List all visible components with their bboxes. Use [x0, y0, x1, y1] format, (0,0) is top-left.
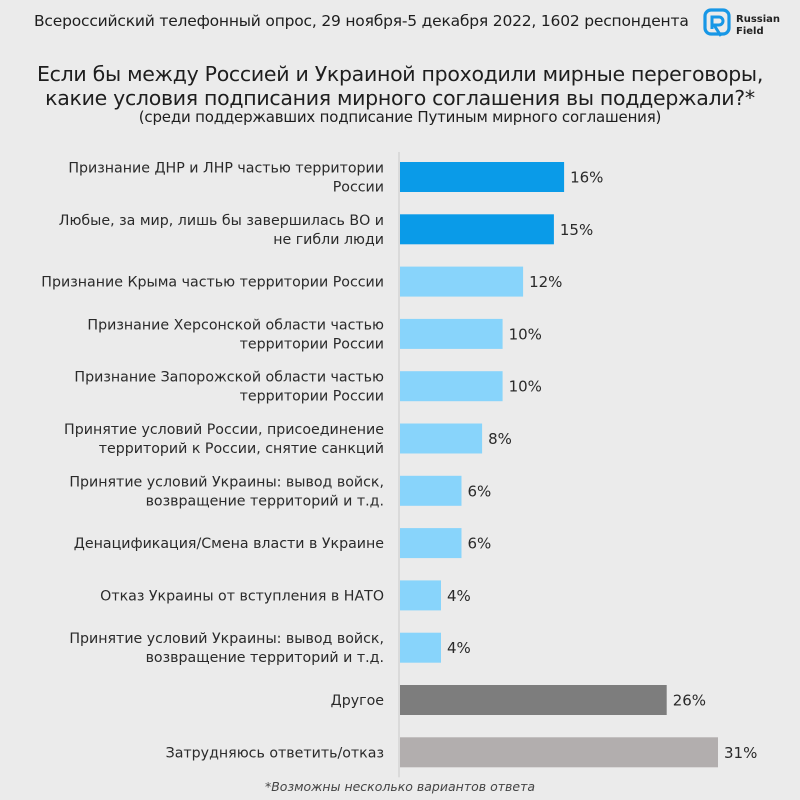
russian-field-logo: Russian Field [703, 8, 793, 44]
bar-value-label-6: 8% [488, 430, 512, 448]
bar-4 [400, 318, 503, 349]
bar-value-label-1: 16% [570, 169, 603, 187]
category-label-7: Принятие условий Украины: вывод войск, во… [69, 474, 384, 509]
category-label-line: Любые, за мир, лишь бы завершилась ВО и [59, 213, 384, 229]
bar-value-label-12: 31% [724, 744, 757, 762]
bar-value-label-3: 12% [529, 273, 562, 291]
category-label-8: Денацификация/Смена власти в Украине [74, 536, 384, 552]
category-label-5: Признание Запорожской области частью терр… [74, 370, 384, 405]
category-label-line: Признание Крыма частью территории России [41, 275, 384, 291]
category-label-line: территорий к России, снятие санкций [99, 441, 384, 457]
bar-value-label-10: 4% [447, 639, 471, 657]
bar-2 [400, 214, 554, 245]
category-label-line: возвращение территорий и т.д. [146, 493, 384, 509]
bar-1 [400, 162, 565, 192]
category-label-3: Признание Крыма частью территории России [41, 275, 384, 291]
chart-title: Если бы между Россией и Украиной проходи… [0, 62, 800, 110]
category-label-line: Признание Запорожской области частью [74, 370, 384, 386]
bar-10 [400, 632, 441, 663]
category-label-line: Признание ДНР и ЛНР частью территории [68, 161, 384, 177]
category-label-line: не гибли люди [273, 232, 384, 248]
bar-value-label-8: 6% [468, 535, 492, 553]
category-label-6: Принятие условий России, присоединение те… [64, 422, 384, 457]
logo-text-line2: Field [736, 26, 764, 37]
bar-5 [400, 371, 503, 402]
category-label-line: возвращение территорий и т.д. [146, 650, 384, 666]
bar-9 [400, 580, 441, 611]
category-label-line: России [333, 180, 384, 196]
category-label-line: Затрудняюсь ответить/отказ [166, 745, 384, 761]
category-label-11: Другое [331, 693, 384, 709]
bar-value-label-2: 15% [560, 221, 593, 239]
bar-value-label-4: 10% [509, 325, 542, 343]
bar-3 [400, 266, 524, 297]
category-label-line: Принятие условий России, присоединение [64, 422, 384, 438]
bar-value-label-11: 26% [673, 692, 706, 710]
chart-subtitle: (среди поддержавших подписание Путиным м… [138, 108, 662, 126]
chart-title-line1: Если бы между Россией и Украиной проходи… [36, 62, 764, 86]
footnote: *Возможны несколько вариантов ответа [264, 779, 536, 794]
category-label-1: Признание ДНР и ЛНР частью территории Рос… [68, 161, 384, 196]
bar-12 [400, 737, 718, 768]
category-label-9: Отказ Украины от вступления в НАТО [100, 588, 384, 604]
category-label-line: Принятие условий Украины: вывод войск, [69, 631, 384, 647]
category-label-12: Затрудняюсь ответить/отказ [166, 745, 384, 761]
bar-11 [400, 685, 667, 715]
category-label-4: Признание Херсонской области частью терри… [87, 317, 384, 352]
bar-value-label-9: 4% [447, 587, 471, 605]
bar-7 [400, 475, 462, 506]
chart-title-line2: какие условия подписания мирного соглаше… [45, 86, 755, 110]
category-label-line: территории России [240, 336, 384, 352]
logo-text-line1: Russian [736, 14, 781, 25]
bar-value-label-7: 6% [468, 482, 492, 500]
bar-6 [400, 423, 483, 454]
category-label-line: Отказ Украины от вступления в НАТО [100, 588, 384, 604]
survey-info: Всероссийский телефонный опрос, 29 ноябр… [34, 12, 689, 30]
category-label-line: Признание Херсонской области частью [87, 317, 384, 333]
category-label-line: Принятие условий Украины: вывод войск, [69, 474, 384, 490]
bar-value-label-5: 10% [509, 378, 542, 396]
category-label-line: Денацификация/Смена власти в Украине [74, 536, 384, 552]
logo-text: Russian Field [736, 14, 780, 38]
category-label-2: Любые, за мир, лишь бы завершилась ВО и н… [59, 213, 384, 248]
category-label-line: территории России [240, 389, 384, 405]
bar-8 [400, 528, 462, 559]
category-label-line: Другое [331, 693, 384, 709]
category-label-10: Принятие условий Украины: вывод войск, во… [69, 631, 384, 666]
russian-field-logo-icon [703, 8, 731, 37]
